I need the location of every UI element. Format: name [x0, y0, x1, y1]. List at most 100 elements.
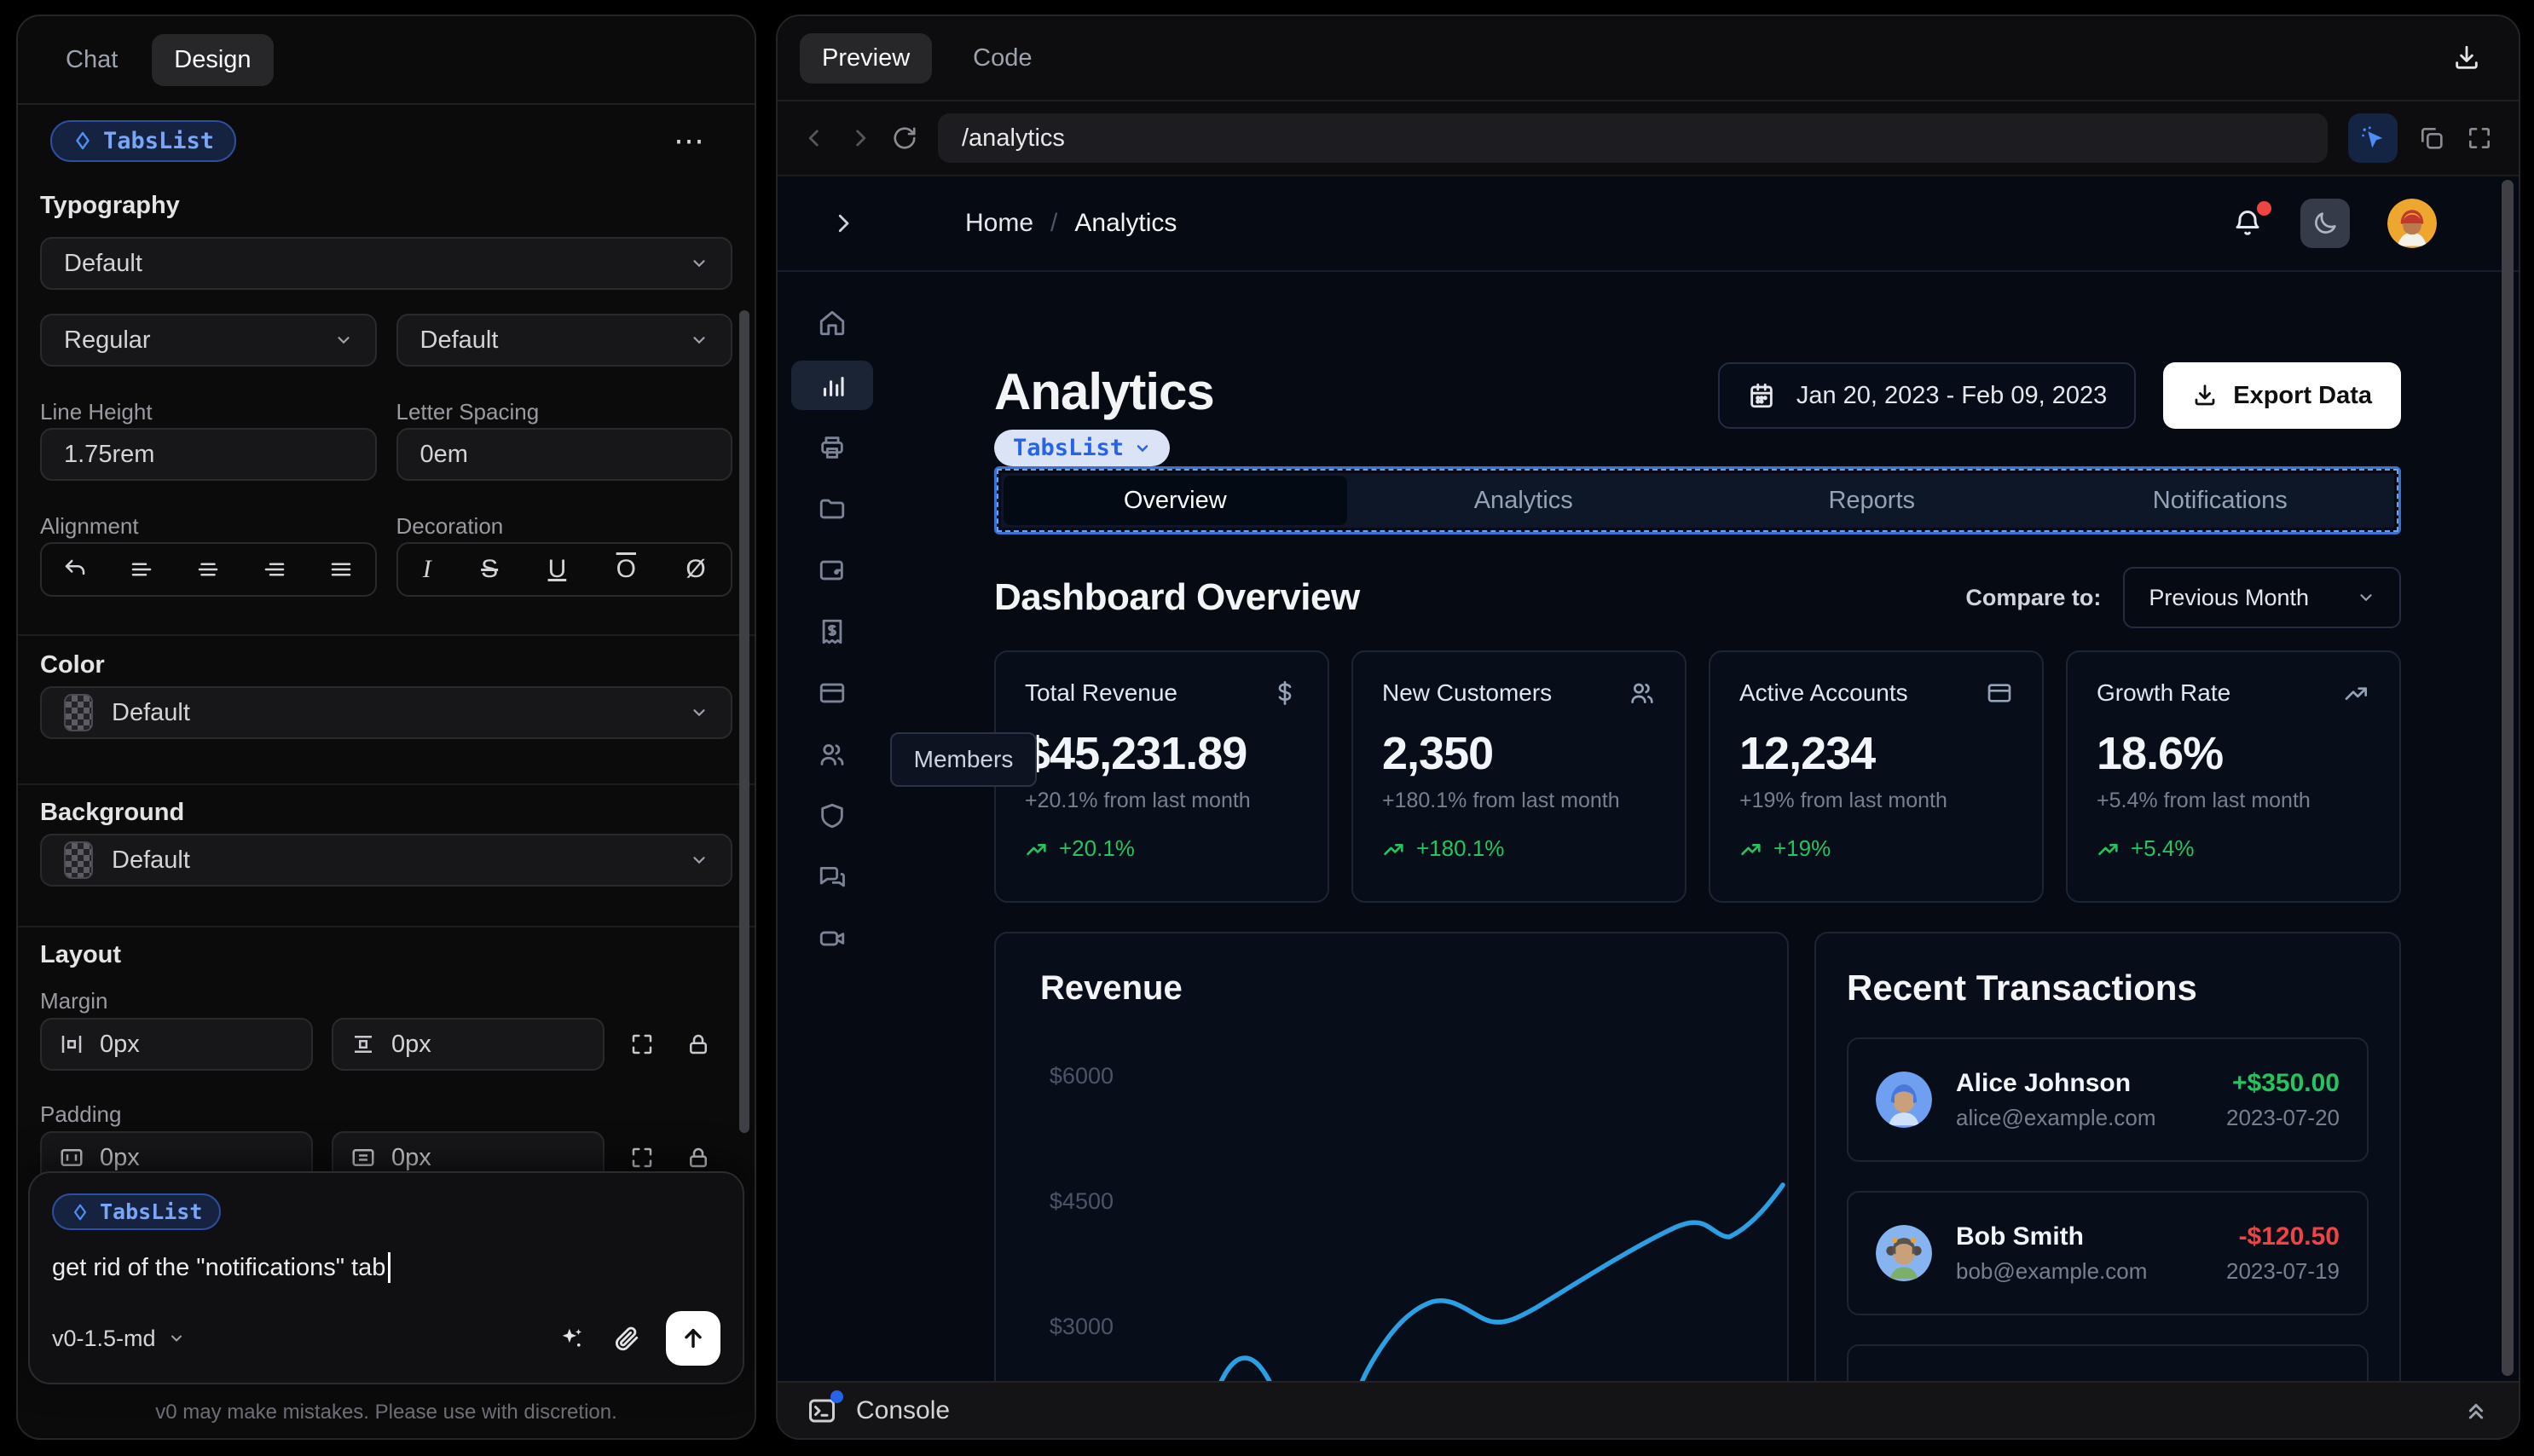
underline-icon[interactable]: U	[547, 555, 567, 583]
sidebar-item-members[interactable]	[808, 731, 856, 778]
sparkles-icon[interactable]	[557, 1324, 586, 1353]
url-input[interactable]: /analytics	[938, 113, 2328, 163]
expand-icon	[632, 1034, 652, 1054]
send-button[interactable]	[666, 1311, 720, 1366]
notification-dot	[2257, 201, 2271, 216]
tab-reports[interactable]: Reports	[1828, 486, 1916, 514]
layout-section-label: Layout	[40, 941, 122, 968]
padding-label: Padding	[40, 1101, 122, 1127]
sidebar-item-video[interactable]	[808, 915, 856, 962]
selected-component-chip[interactable]: TabsList	[50, 119, 237, 162]
sidebar-item-analytics[interactable]	[791, 361, 873, 410]
padding-lock-button[interactable]	[680, 1139, 717, 1176]
console-toggle[interactable]	[807, 1390, 843, 1426]
font-size-select[interactable]: Default	[396, 314, 732, 367]
color-select[interactable]: Default	[40, 686, 732, 739]
align-right-icon[interactable]	[262, 557, 287, 582]
notifications-button[interactable]	[2232, 201, 2271, 239]
trending-up-icon	[1741, 843, 1761, 855]
prompt-input[interactable]: get rid of the "notifications" tab	[52, 1253, 386, 1281]
tab-notifications[interactable]: Notifications	[2152, 486, 2288, 514]
margin-x-input[interactable]: 0px	[40, 1018, 313, 1071]
users-icon	[1631, 683, 1653, 703]
download-button[interactable]	[2452, 43, 2496, 72]
console-bar[interactable]: Console	[778, 1381, 2519, 1438]
breadcrumb-home[interactable]: Home	[965, 209, 1034, 237]
console-expand-button[interactable]	[2462, 1397, 2490, 1424]
date-range-picker[interactable]: Jan 20, 2023 - Feb 09, 2023	[1717, 362, 2137, 429]
sidebar-toggle-button[interactable]	[830, 211, 856, 236]
tab-preview[interactable]: Preview	[800, 32, 933, 84]
export-data-button[interactable]: Export Data	[2163, 362, 2401, 429]
receipt-icon	[822, 619, 842, 644]
avatar-bob	[1876, 1225, 1932, 1281]
margin-y-input[interactable]: 0px	[332, 1018, 605, 1071]
sidebar-item-messages[interactable]	[808, 853, 856, 901]
align-center-icon[interactable]	[195, 557, 221, 582]
italic-icon[interactable]: I	[422, 555, 431, 583]
selection-outline: Overview Analytics Reports Notifications	[994, 466, 2401, 534]
tab-analytics[interactable]: Analytics	[1473, 486, 1573, 514]
undo-icon[interactable]	[62, 557, 88, 582]
breadcrumb-current: Analytics	[1074, 209, 1177, 237]
printer-icon	[821, 436, 843, 459]
download-icon	[2195, 384, 2215, 406]
refresh-icon	[894, 127, 916, 149]
theme-toggle-button[interactable]	[2300, 199, 2350, 248]
sidebar-item-invoices[interactable]	[808, 424, 856, 471]
align-left-icon[interactable]	[129, 557, 154, 582]
margin-expand-button[interactable]	[623, 1026, 661, 1063]
margin-lock-button[interactable]	[680, 1026, 717, 1063]
dollar-icon	[1278, 681, 1292, 705]
sidebar-item-files[interactable]	[808, 485, 856, 533]
video-icon	[819, 931, 845, 946]
tab-design[interactable]: Design	[152, 33, 274, 86]
model-select[interactable]: v0-1.5-md	[52, 1326, 185, 1352]
paperclip-icon[interactable]	[611, 1324, 640, 1353]
compare-select[interactable]: Previous Month	[2123, 567, 2401, 628]
selection-label-chip[interactable]: TabsList	[994, 430, 1171, 466]
avatar-alice	[1876, 1072, 1932, 1128]
fullscreen-button[interactable]	[2466, 124, 2493, 152]
font-family-select[interactable]: Default	[40, 237, 732, 290]
inspect-mode-button[interactable]	[2348, 113, 2398, 163]
sidebar-item-security[interactable]	[808, 792, 856, 840]
line-height-input[interactable]: 1.75rem	[40, 428, 377, 481]
diamond-icon	[73, 1204, 87, 1220]
refresh-button[interactable]	[892, 125, 917, 151]
user-avatar[interactable]	[2387, 199, 2437, 248]
sidebar-item-cards[interactable]	[808, 669, 856, 717]
decoration-label: Decoration	[396, 513, 504, 539]
more-options-button[interactable]: ⋯	[674, 123, 707, 158]
letter-spacing-input[interactable]: 0em	[396, 428, 732, 481]
transaction-row[interactable]: Alice Johnson alice@example.com +$350.00…	[1847, 1037, 2369, 1162]
no-decoration-icon[interactable]: Ø	[686, 555, 706, 583]
tab-overview[interactable]: Overview	[1004, 476, 1347, 525]
transaction-row[interactable]: Bob Smith bob@example.com -$120.50 2023-…	[1847, 1191, 2369, 1315]
tab-chat[interactable]: Chat	[66, 45, 119, 73]
padding-expand-button[interactable]	[623, 1139, 661, 1176]
composer-context-chip[interactable]: TabsList	[52, 1193, 222, 1230]
preview-scrollbar[interactable]	[2502, 180, 2514, 1376]
line-height-label: Line Height	[40, 399, 153, 425]
sidebar-item-billing[interactable]	[808, 608, 856, 656]
stat-card-new-customers: New Customers 2,350 +180.1% from last mo…	[1351, 650, 1686, 903]
copy-frame-button[interactable]	[2418, 124, 2445, 152]
overline-icon[interactable]: O	[616, 555, 636, 583]
chevron-down-icon	[693, 857, 705, 864]
background-select[interactable]: Default	[40, 834, 732, 887]
tab-code[interactable]: Code	[973, 43, 1033, 72]
padding-horizontal-icon	[61, 1149, 83, 1166]
background-swatch	[64, 841, 93, 879]
align-justify-icon[interactable]	[328, 557, 354, 582]
nav-forward-button[interactable]	[848, 126, 871, 150]
breadcrumb: Home / Analytics	[965, 209, 1177, 237]
sidebar-item-home[interactable]	[808, 299, 856, 347]
strikethrough-icon[interactable]: S	[481, 555, 499, 583]
panel-scrollbar[interactable]	[739, 310, 749, 1133]
chat-composer[interactable]: TabsList get rid of the "notifications" …	[28, 1171, 744, 1384]
font-weight-select[interactable]: Regular	[40, 314, 377, 367]
trending-up-icon	[2345, 687, 2367, 700]
sidebar-item-wallet[interactable]	[808, 546, 856, 594]
nav-back-button[interactable]	[803, 126, 827, 150]
